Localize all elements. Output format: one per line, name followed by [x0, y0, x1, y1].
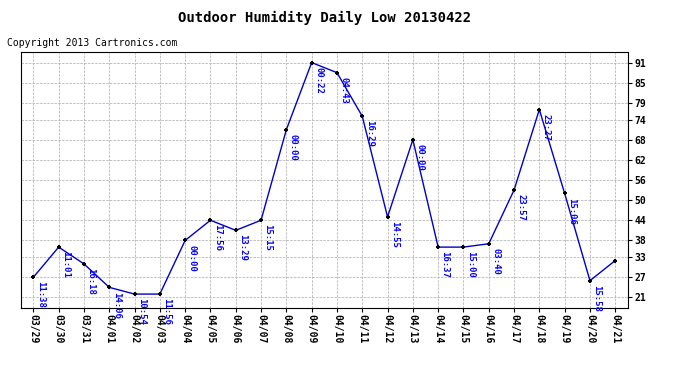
Point	[559, 190, 570, 196]
Text: 15:15: 15:15	[264, 224, 273, 251]
Text: 00:00: 00:00	[289, 134, 298, 161]
Text: 00:00: 00:00	[415, 144, 424, 171]
Point	[79, 261, 90, 267]
Text: 14:55: 14:55	[390, 221, 399, 248]
Point	[433, 244, 444, 250]
Text: 14:06: 14:06	[112, 291, 121, 318]
Text: 13:29: 13:29	[238, 234, 247, 261]
Point	[306, 60, 317, 66]
Point	[610, 258, 621, 264]
Point	[230, 227, 241, 233]
Text: 00:00: 00:00	[188, 244, 197, 272]
Point	[483, 241, 494, 247]
Point	[255, 217, 266, 223]
Point	[179, 237, 190, 243]
Text: 23:57: 23:57	[517, 194, 526, 221]
Point	[331, 70, 342, 76]
Point	[534, 106, 545, 112]
Point	[584, 278, 595, 284]
Point	[28, 274, 39, 280]
Text: 15:06: 15:06	[567, 198, 576, 225]
Text: 17:56: 17:56	[213, 224, 222, 251]
Point	[104, 284, 115, 290]
Text: 03:40: 03:40	[491, 248, 500, 275]
Text: 16:37: 16:37	[441, 251, 450, 278]
Point	[281, 127, 292, 133]
Text: 11:38: 11:38	[36, 282, 45, 308]
Point	[382, 214, 393, 220]
Text: 23:27: 23:27	[542, 114, 551, 141]
Text: 00:22: 00:22	[314, 67, 323, 94]
Point	[407, 137, 418, 143]
Text: 10:54: 10:54	[137, 298, 146, 325]
Text: 04:43: 04:43	[339, 77, 348, 104]
Text: Copyright 2013 Cartronics.com: Copyright 2013 Cartronics.com	[7, 38, 177, 48]
Text: 15:00: 15:00	[466, 251, 475, 278]
Text: 15:58: 15:58	[593, 285, 602, 312]
Text: 16:29: 16:29	[365, 120, 374, 147]
Point	[509, 187, 520, 193]
Point	[205, 217, 216, 223]
Point	[53, 244, 64, 250]
Text: 11:56: 11:56	[162, 298, 171, 325]
Point	[357, 113, 368, 119]
Point	[129, 291, 140, 297]
Text: Outdoor Humidity Daily Low 20130422: Outdoor Humidity Daily Low 20130422	[178, 11, 471, 26]
Point	[458, 244, 469, 250]
Point	[155, 291, 166, 297]
Text: 11:01: 11:01	[61, 251, 70, 278]
Text: 16:18: 16:18	[86, 268, 95, 295]
Text: Humidity  (%): Humidity (%)	[576, 38, 652, 48]
